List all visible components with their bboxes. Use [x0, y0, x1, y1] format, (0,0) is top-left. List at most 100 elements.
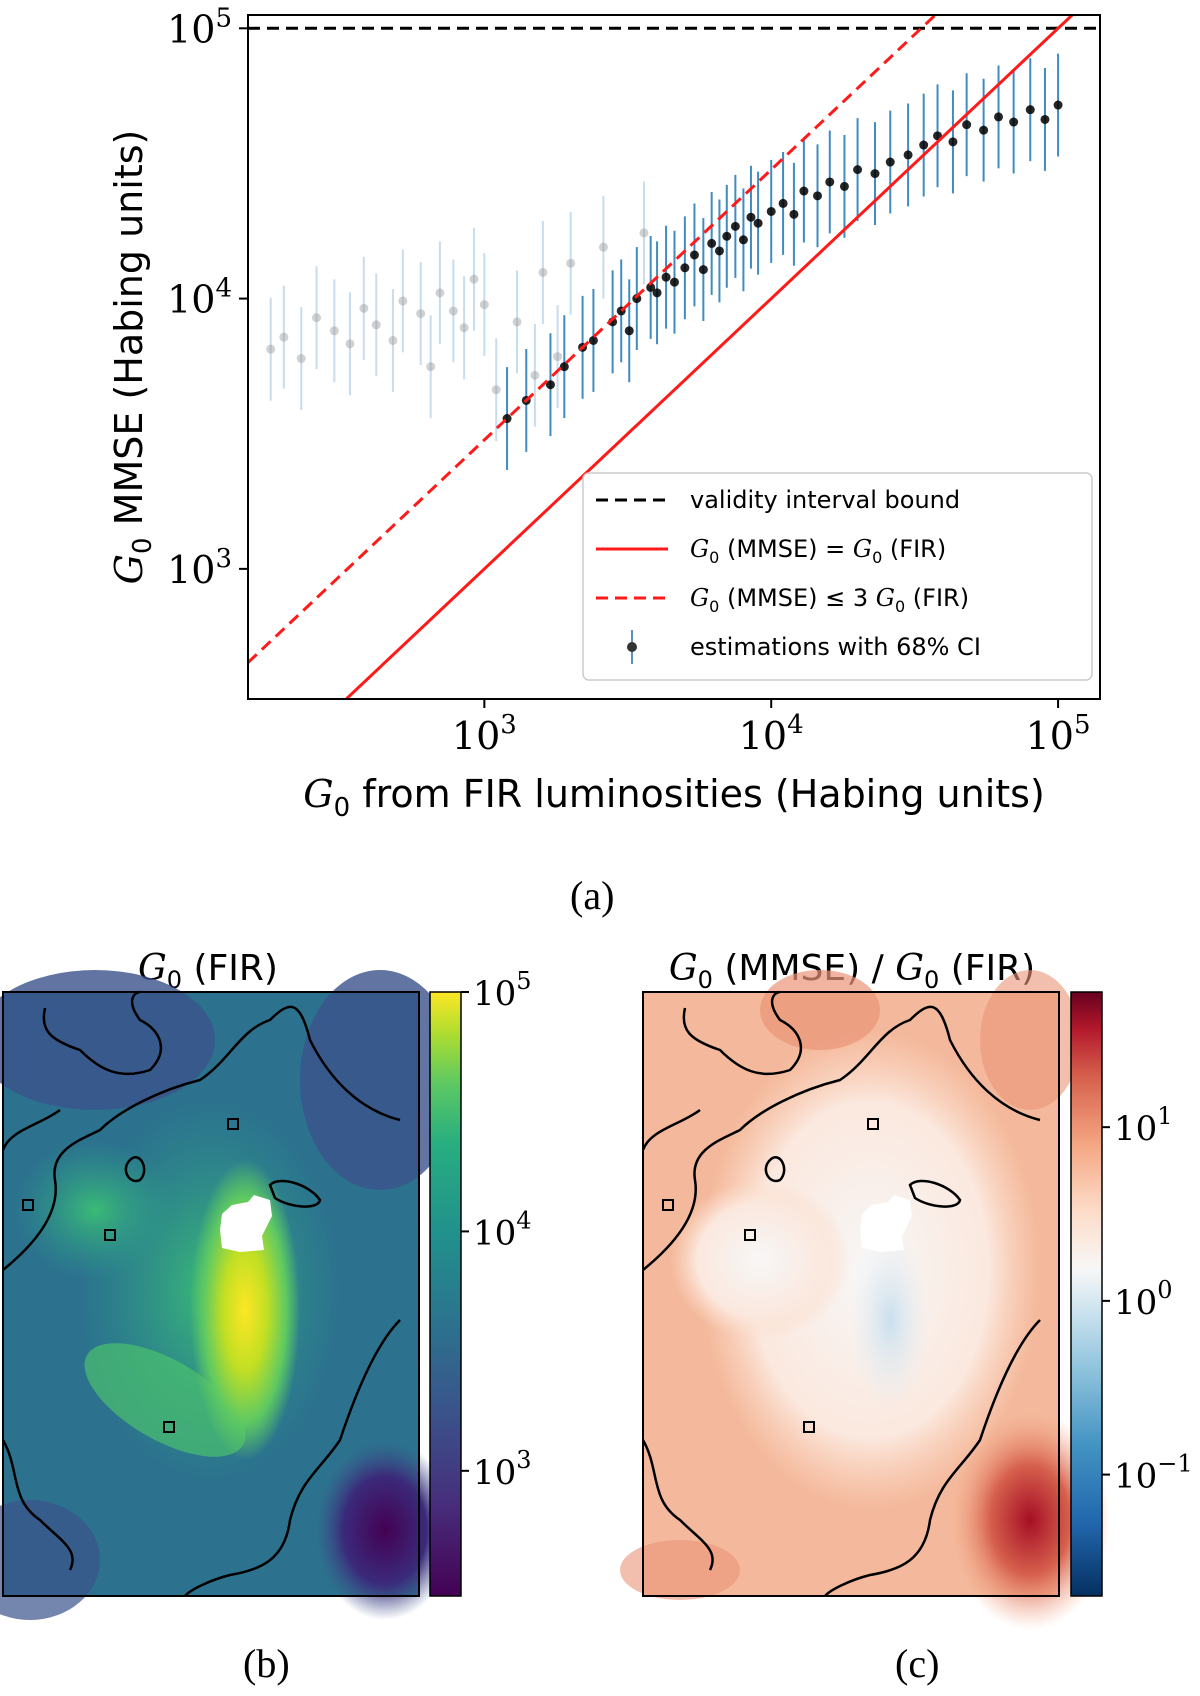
data-point — [707, 238, 717, 248]
data-point — [799, 186, 809, 196]
data-point — [652, 288, 662, 298]
data-point — [689, 250, 699, 260]
x-tick-label: 105 — [1026, 710, 1091, 758]
colorbar-tick-label: 101 — [1114, 1102, 1173, 1149]
data-point — [778, 198, 788, 208]
x-tick-label: 103 — [452, 710, 517, 758]
data-point — [885, 157, 895, 167]
data-point — [553, 352, 563, 362]
heatmap-b-image — [0, 970, 460, 1620]
data-point — [538, 267, 548, 277]
colorbar-tick-label: 103 — [473, 1446, 532, 1493]
data-point — [1009, 117, 1019, 127]
scatter-points — [266, 53, 1063, 470]
data-point — [979, 125, 989, 135]
legend-label-equality: G0 (MMSE) = G0 (FIR) — [690, 535, 946, 567]
data-point — [469, 274, 479, 284]
heatmap-c-image — [620, 970, 1110, 1630]
data-point — [448, 306, 458, 316]
data-point — [766, 206, 776, 216]
data-point — [479, 300, 489, 310]
data-point — [1053, 100, 1063, 110]
y-tick-label: 104 — [167, 274, 232, 322]
data-point — [698, 265, 708, 275]
data-point — [746, 212, 756, 222]
legend-label-estimations: estimations with 68% CI — [690, 633, 981, 661]
data-point — [545, 380, 555, 390]
legend: validity interval bound G0 (MMSE) = G0 (… — [582, 472, 1093, 681]
colorbar-tick-label: 104 — [473, 1206, 532, 1253]
data-point — [491, 385, 501, 395]
data-point — [1040, 114, 1050, 124]
data-point — [624, 326, 634, 336]
data-point — [1025, 105, 1035, 115]
data-point — [566, 258, 576, 268]
data-point — [598, 242, 608, 252]
data-point — [680, 263, 690, 273]
data-point — [639, 228, 649, 238]
y-tick-label: 103 — [167, 544, 232, 592]
colorbar-tick-label: 100 — [1114, 1276, 1173, 1323]
data-point — [825, 177, 835, 187]
equality-line — [344, 15, 1075, 699]
x-axis-ticks: 103 104 105 — [452, 699, 1091, 758]
legend-frame — [582, 472, 1093, 681]
x-tick-label: 104 — [739, 710, 804, 758]
legend-swatch-marker — [627, 642, 637, 652]
data-point — [948, 137, 958, 147]
data-point — [359, 303, 369, 313]
caption-b: (b) — [243, 1641, 290, 1686]
caption-c: (c) — [895, 1641, 940, 1686]
data-point — [730, 221, 740, 231]
data-point — [962, 120, 972, 130]
colorbar-tick-label: 105 — [473, 967, 532, 1014]
data-point — [388, 335, 398, 345]
colorbar-b-ticks: 103 104 105 — [461, 967, 532, 1493]
data-point — [813, 191, 823, 201]
data-point — [345, 339, 355, 349]
data-point — [753, 218, 763, 228]
data-point — [839, 181, 849, 191]
colorbar-b — [429, 991, 462, 1597]
data-point — [512, 317, 522, 327]
heatmap-b-frame — [2, 991, 420, 1597]
scatter-plot-area — [248, 15, 1100, 699]
data-point — [669, 277, 679, 287]
data-point — [661, 272, 671, 282]
data-point — [530, 370, 540, 380]
data-point — [994, 112, 1004, 122]
data-point — [789, 209, 799, 219]
data-point — [919, 140, 929, 150]
legend-label-three-times: G0 (MMSE) ≤ 3 G0 (FIR) — [690, 584, 969, 616]
data-point — [329, 326, 339, 336]
heatmap-c-frame — [642, 991, 1060, 1597]
x-axis-label: G0 from FIR luminosities (Habing units) — [303, 772, 1045, 823]
panel-a: 103 104 105 103 104 105 validity interval bo… — [107, 3, 1101, 823]
three-times-line — [248, 15, 938, 664]
y-axis-label: G0 MMSE (Habing units) — [107, 130, 158, 585]
data-point — [459, 323, 469, 333]
colorbar-tick-label: 10−1 — [1114, 1450, 1193, 1497]
data-point — [714, 246, 724, 256]
colorbar-c-ticks: 10−1 100 101 — [1102, 1102, 1193, 1497]
data-point — [266, 344, 276, 354]
data-point — [722, 231, 732, 241]
data-point — [312, 313, 322, 323]
y-tick-label: 105 — [167, 3, 232, 51]
data-point — [296, 354, 306, 364]
data-point — [588, 335, 598, 345]
data-point — [903, 150, 913, 160]
colorbar-c — [1070, 991, 1103, 1597]
data-point — [279, 332, 289, 342]
data-point — [646, 282, 656, 292]
plot-frame — [247, 14, 1101, 700]
caption-a: (a) — [570, 873, 615, 918]
data-point — [398, 296, 408, 306]
data-point — [426, 362, 436, 372]
data-point — [870, 169, 880, 179]
data-point — [853, 165, 863, 175]
data-point — [371, 320, 381, 330]
